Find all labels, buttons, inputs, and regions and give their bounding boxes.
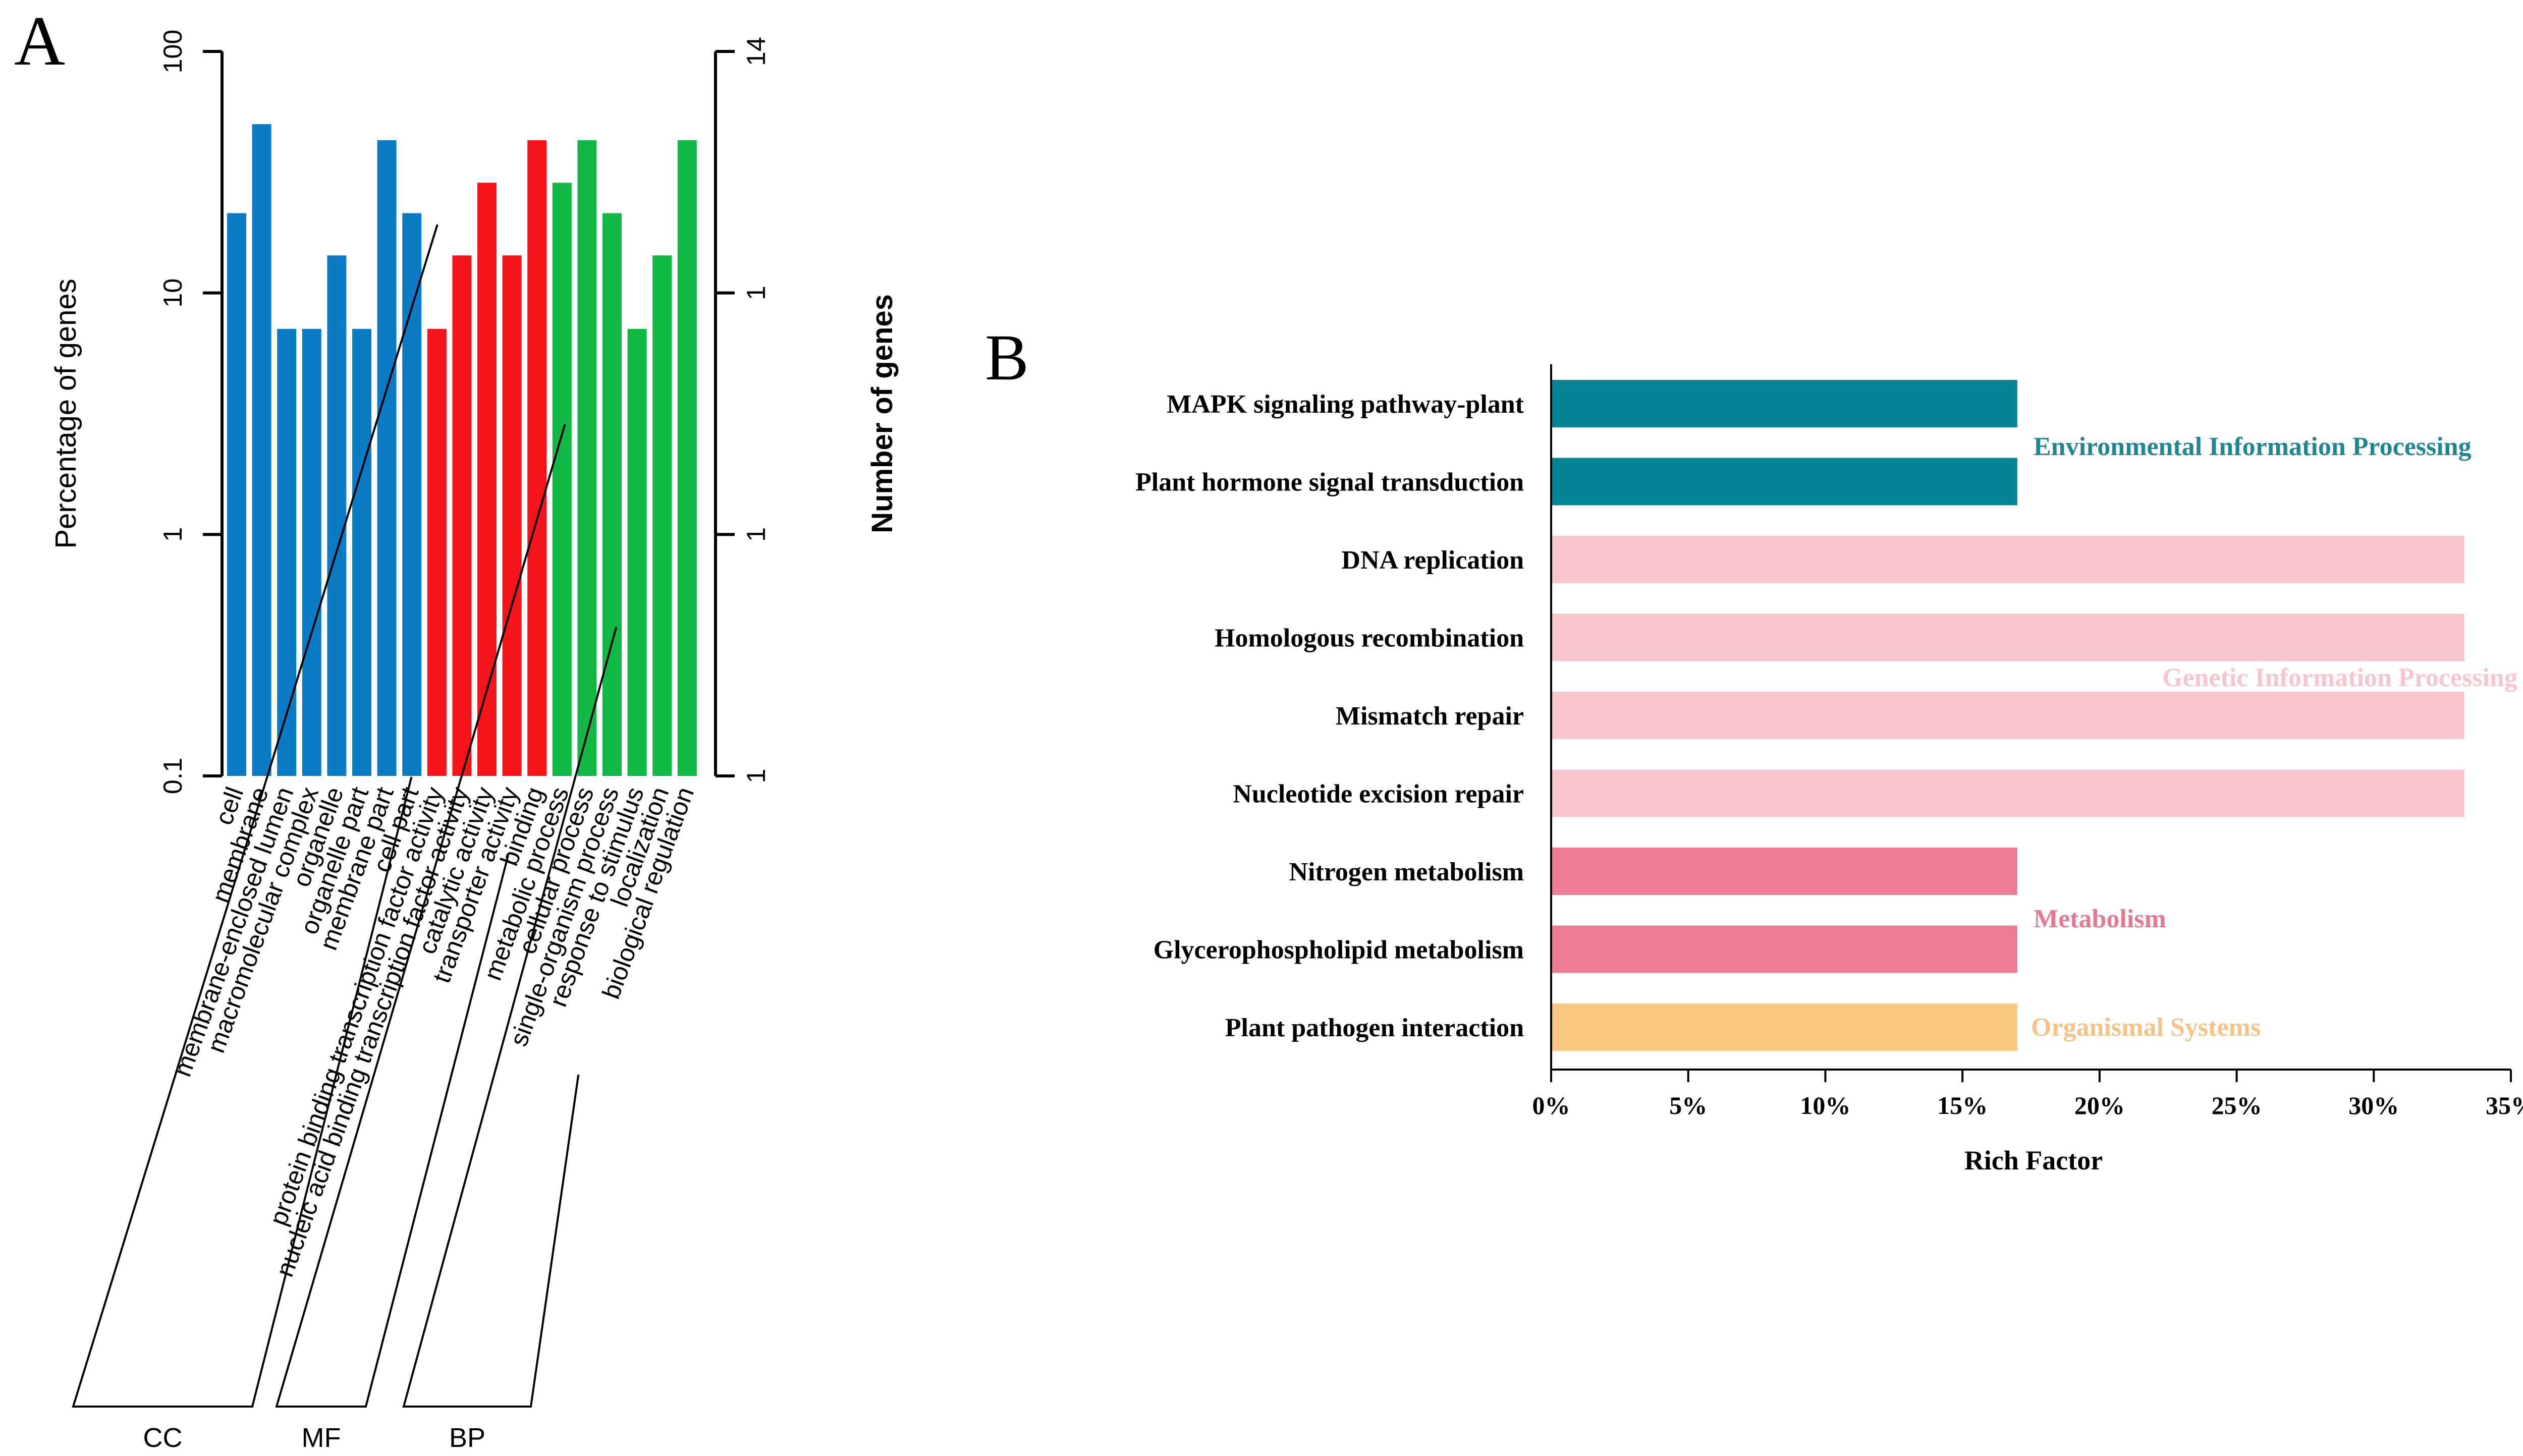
a-bar-cell (227, 213, 246, 776)
b-x-axis: 0% 5% 10% 15% 20% 25% 30% 35% (1532, 364, 2523, 1119)
a-bar-response-to-stimulus (627, 328, 647, 776)
a-y-axis-label: Percentage of genes (49, 278, 82, 548)
b-x-tick-label: 0% (1532, 1091, 1570, 1119)
b-y-label-glycerophospholipid-metabolism: Glycerophospholipid metabolism (1154, 936, 1524, 965)
a-bracket-cc (72, 224, 438, 1408)
b-x-tick-label: 5% (1669, 1091, 1707, 1119)
b-y-label-nucleotide-excision-repair: Nucleotide excision repair (1233, 780, 1524, 809)
a-left-axis: 0.1 1 10 100 (158, 30, 224, 794)
a-bar-nucleic-acid-binding-transcription-factor-activity (452, 255, 472, 776)
a-y-tick-label: 100 (158, 30, 188, 74)
a-bar-biological-regulation (677, 140, 697, 776)
a-bar-macromolecular-complex (302, 328, 321, 776)
b-y-label-mapk-signaling-pathway-plant: MAPK signaling pathway-plant (1167, 390, 1524, 419)
a-bracket-bp (402, 627, 618, 1408)
a-bar-organelle (327, 255, 347, 776)
a-right-axis: 1 1 1 14 (714, 37, 771, 783)
a-y-tick-label: 1 (158, 527, 188, 542)
b-x-tick-label: 10% (1800, 1091, 1850, 1119)
b-y-label-dna-replication: DNA replication (1341, 546, 1524, 575)
b-group-environmental-information-processing: Environmental Information Processing (2034, 432, 2472, 461)
b-group-organismal-systems: Organismal Systems (2031, 1013, 2261, 1042)
a-group-brackets: CC MF BP (72, 224, 618, 1453)
b-bar-glycerophospholipid-metabolism (1551, 925, 2017, 973)
b-bar-mismatch-repair (1551, 692, 2464, 739)
b-x-tick-label: 25% (2212, 1091, 2262, 1119)
b-group-genetic-information-processing: Genetic Information Processing (2162, 663, 2517, 692)
panel-a-label: A (14, 2, 65, 80)
a-y2-tick-label: 1 (742, 527, 771, 542)
a-group-label-mf: MF (302, 1423, 341, 1453)
a-bar-localization (652, 255, 672, 776)
a-bar-single-organism-process (602, 213, 622, 776)
b-bars (1551, 380, 2464, 1051)
a-bar-organelle-part (352, 328, 371, 776)
a-bar-membrane-enclosed-lumen (277, 328, 297, 776)
a-bars (227, 124, 697, 776)
a-group-label-cc: CC (143, 1423, 183, 1453)
b-bar-homologous-recombination (1551, 613, 2464, 661)
a-bar-protein-binding-transcription-factor-activity (427, 328, 447, 776)
a-bar-cellular-process (577, 140, 597, 776)
a-y2-axis-label: Number of genes (866, 294, 899, 533)
a-bar-metabolic-process (552, 183, 572, 776)
b-group-labels: Environmental Information Processing Gene… (2031, 432, 2517, 1042)
a-group-label-bp: BP (449, 1423, 485, 1453)
a-bar-membrane-part (377, 140, 397, 776)
a-bar-transporter-activity (502, 255, 522, 776)
a-y2-tick-label: 14 (742, 37, 771, 66)
b-x-tick-label: 20% (2074, 1091, 2125, 1119)
a-bar-binding (527, 140, 547, 776)
b-bar-plant-hormone-signal-transduction (1551, 458, 2017, 506)
panel-a-go-chart: A Percentage of genes Number of genes 0.… (14, 2, 899, 1453)
b-x-tick-label: 30% (2348, 1091, 2399, 1119)
a-bar-cell-part (402, 213, 422, 776)
b-y-label-nitrogen-metabolism: Nitrogen metabolism (1289, 858, 1524, 886)
b-y-label-plant-pathogen-interaction: Plant pathogen interaction (1225, 1014, 1524, 1042)
b-y-label-mismatch-repair: Mismatch repair (1336, 702, 1524, 731)
b-y-label-plant-hormone-signal-transduction: Plant hormone signal transduction (1135, 468, 1524, 497)
b-bar-mapk-signaling-pathway-plant (1551, 380, 2017, 427)
b-bar-plant-pathogen-interaction (1551, 1003, 2017, 1051)
b-y-label-homologous-recombination: Homologous recombination (1215, 624, 1524, 653)
b-bar-nitrogen-metabolism (1551, 848, 2017, 895)
a-bar-membrane (252, 124, 271, 776)
b-bar-nucleotide-excision-repair (1551, 769, 2464, 817)
a-bar-catalytic-activity (477, 183, 497, 776)
b-bar-dna-replication (1551, 536, 2464, 583)
b-group-metabolism: Metabolism (2034, 905, 2166, 933)
panel-b-label: B (985, 321, 1029, 394)
a-y2-tick-label: 1 (742, 286, 771, 300)
a-y-tick-label: 0.1 (158, 758, 188, 794)
a-y-tick-label: 10 (158, 278, 188, 308)
b-category-labels: MAPK signaling pathway-plant Plant hormon… (1135, 390, 1524, 1042)
b-x-tick-label: 15% (1937, 1091, 1988, 1119)
b-x-axis-label: Rich Factor (1964, 1145, 2103, 1175)
a-bracket-mf (275, 424, 566, 1408)
panel-b-kegg-chart: B MAPK signaling pathway-plant Plant horm… (985, 321, 2523, 1175)
a-y2-tick-label: 1 (742, 769, 771, 783)
b-x-tick-label: 35% (2486, 1091, 2523, 1119)
